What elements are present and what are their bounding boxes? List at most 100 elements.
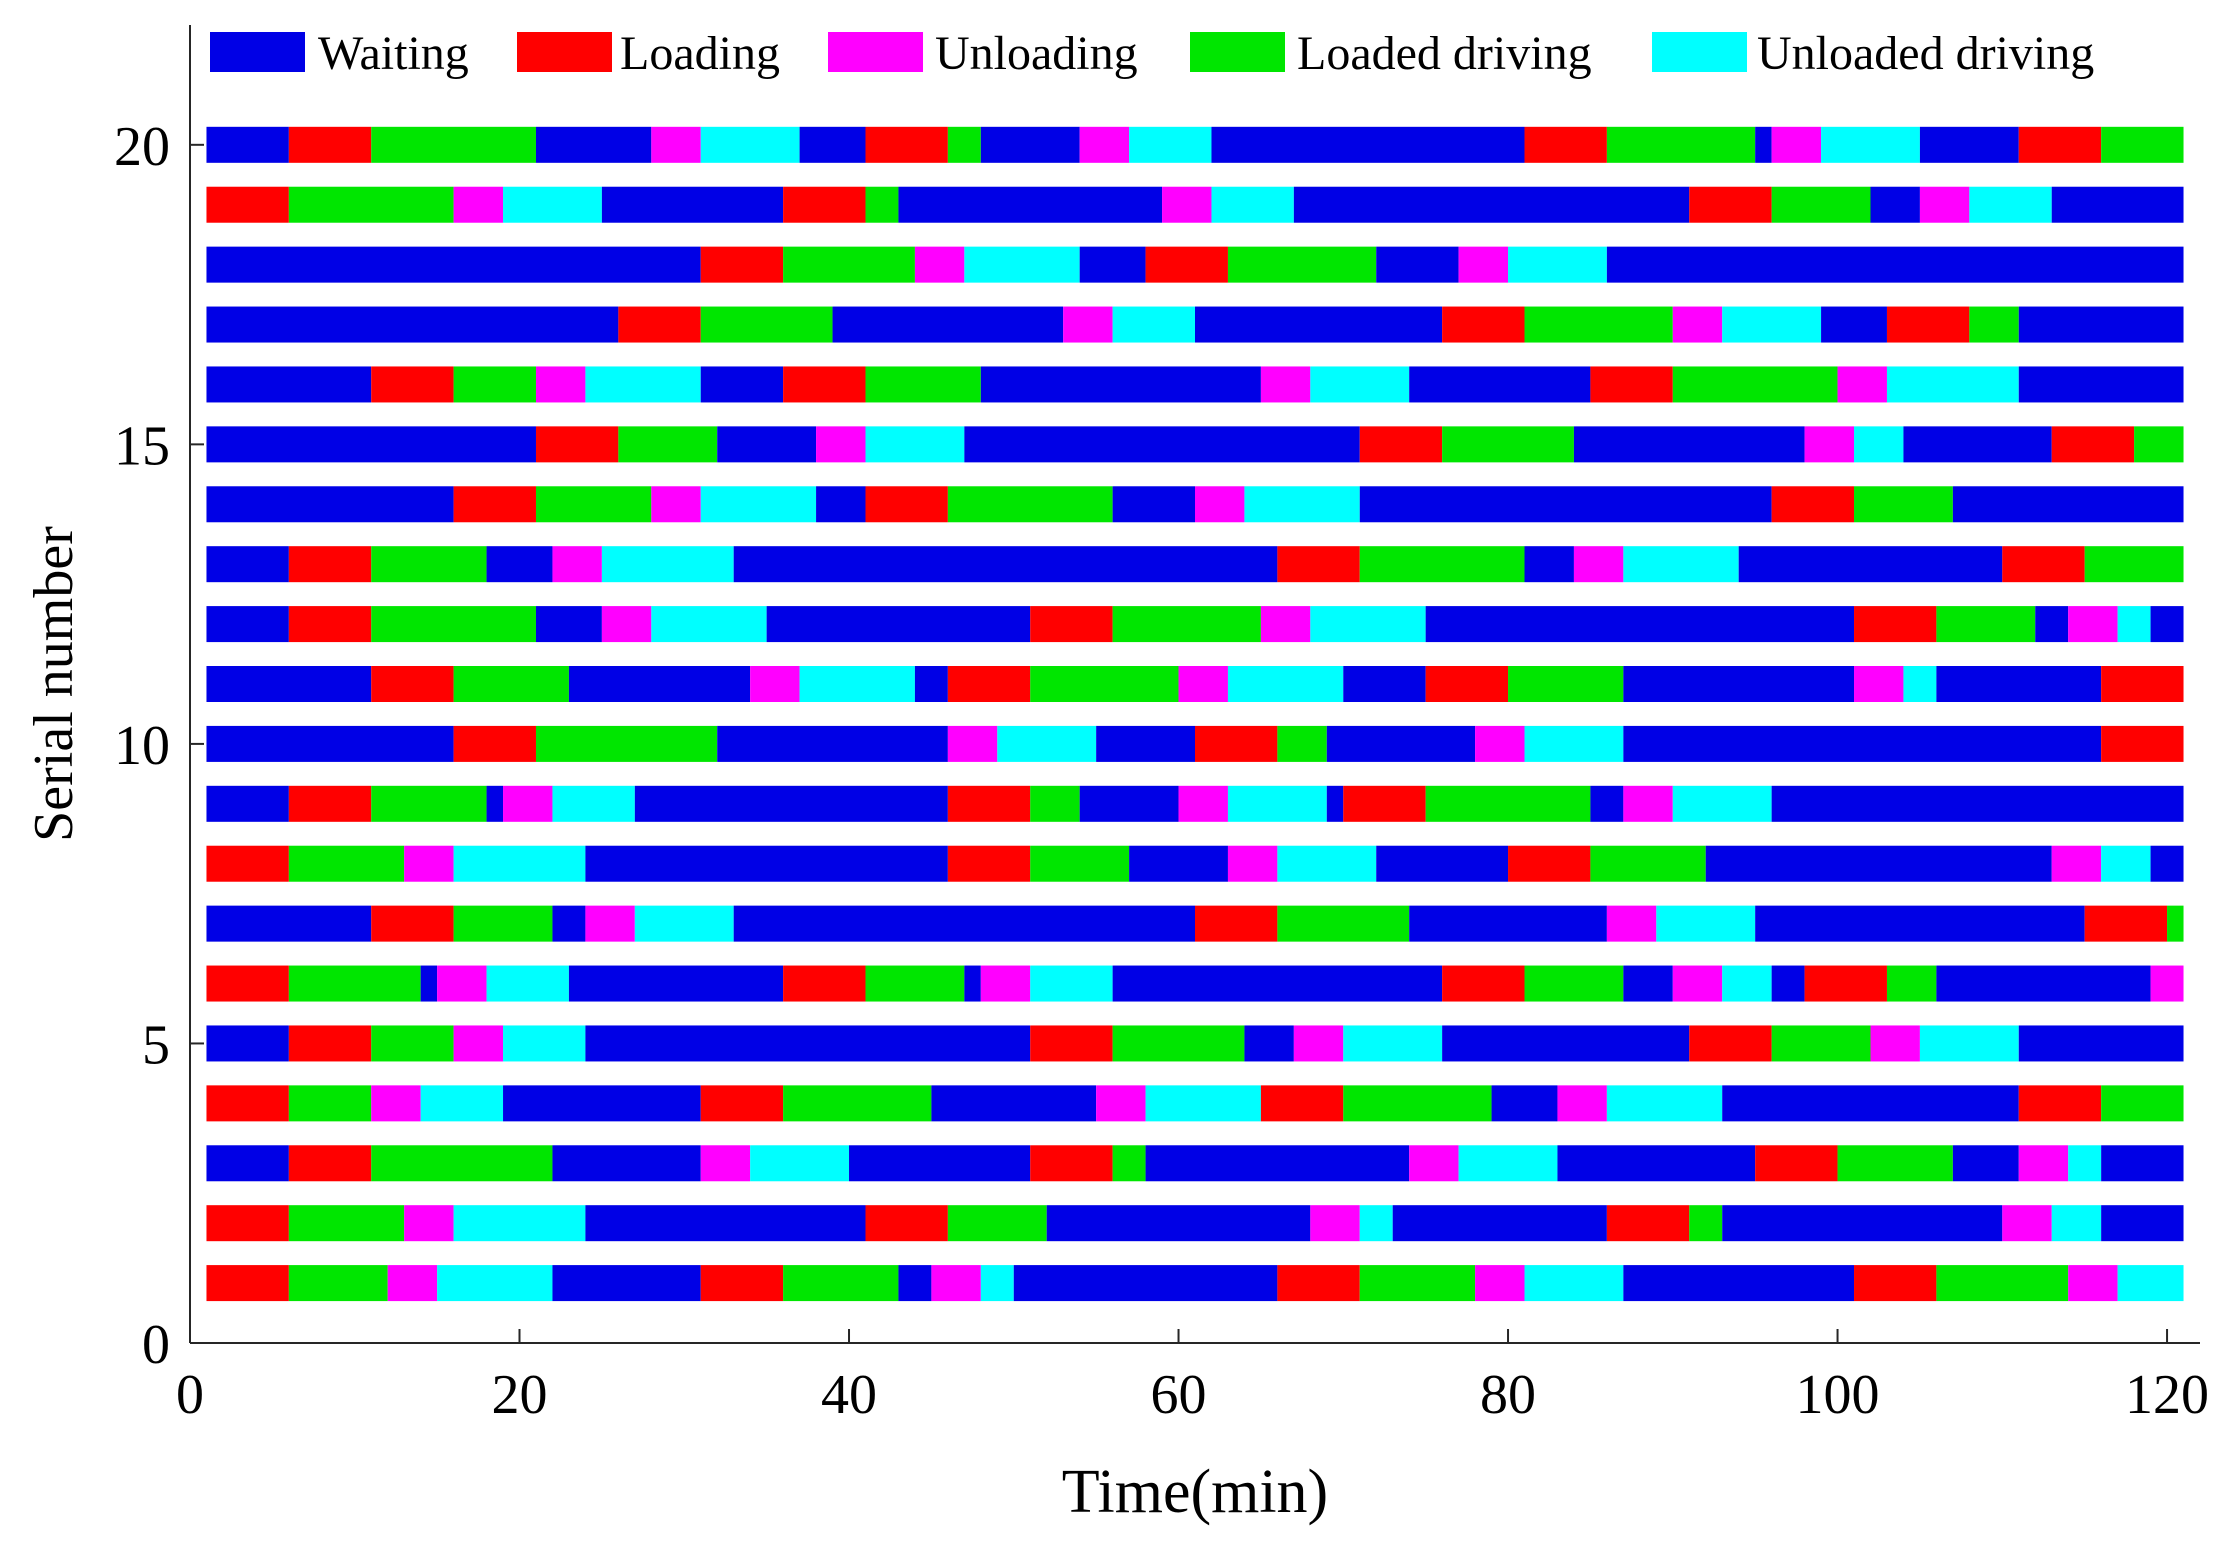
- y-tick-label: 0: [142, 1314, 170, 1376]
- legend-label: Loaded driving: [1297, 27, 1592, 80]
- segment-bar: [1557, 1085, 1607, 1122]
- segment-bar: [651, 606, 767, 643]
- segment-bar: [1244, 1025, 1294, 1062]
- segment-bar: [206, 845, 289, 882]
- segment-bar: [1524, 725, 1624, 762]
- segment-bar: [453, 1205, 586, 1242]
- segment-bar: [700, 1265, 784, 1302]
- segment-bar: [865, 1205, 948, 1242]
- segment-bar: [1277, 845, 1377, 882]
- row-5: [206, 1025, 2184, 1062]
- segment-bar: [947, 725, 998, 762]
- segment-bar: [1771, 785, 2184, 822]
- segment-bar: [700, 1145, 751, 1182]
- segment-bar: [1442, 426, 1574, 463]
- segment-bar: [535, 486, 652, 523]
- segment-bar: [700, 1085, 784, 1122]
- row-20: [206, 126, 2184, 163]
- segment-bar: [1359, 486, 1772, 523]
- segment-bar: [1804, 426, 1855, 463]
- legend-item-unloaded-driving: Unloaded driving: [1652, 27, 2094, 80]
- segment-bar: [1030, 965, 1113, 1002]
- segment-bar: [1508, 845, 1591, 882]
- row-15: [206, 426, 2184, 463]
- segment-bar: [2134, 426, 2184, 463]
- segment-bar: [1326, 725, 1476, 762]
- segment-bar: [1573, 546, 1624, 583]
- segment-bar: [1870, 186, 1920, 223]
- segment-bar: [1919, 1025, 2019, 1062]
- segment-bar: [1623, 725, 2102, 762]
- segment-bar: [288, 1025, 372, 1062]
- segment-bar: [1392, 1205, 1607, 1242]
- legend-swatch: [210, 32, 305, 72]
- segment-bar: [1854, 486, 1953, 523]
- segment-bar: [453, 725, 536, 762]
- segment-bar: [288, 1085, 372, 1122]
- segment-bar: [1623, 785, 1673, 822]
- segment-bar: [503, 1025, 586, 1062]
- segment-bar: [2018, 1025, 2184, 1062]
- y-tick-label: 10: [114, 715, 170, 777]
- segment-bar: [2101, 1205, 2184, 1242]
- segment-bar: [1227, 246, 1377, 283]
- row-6: [206, 965, 2184, 1002]
- segment-bar: [1425, 785, 1591, 822]
- segment-bar: [585, 905, 635, 942]
- segment-bar: [1030, 606, 1113, 643]
- segment-bar: [2084, 546, 2184, 583]
- segment-bar: [288, 965, 421, 1002]
- segment-bar: [947, 126, 981, 163]
- segment-bar: [453, 1025, 504, 1062]
- row-9: [206, 785, 2184, 822]
- segment-bar: [206, 126, 289, 163]
- segment-bar: [1623, 546, 1739, 583]
- row-8: [206, 845, 2184, 882]
- segment-bar: [371, 905, 454, 942]
- segment-bar: [1886, 965, 1937, 1002]
- segment-bar: [437, 1265, 553, 1302]
- segment-bar: [1359, 546, 1525, 583]
- segment-bar: [1112, 606, 1261, 643]
- segment-bar: [783, 1265, 899, 1302]
- segment-bar: [1524, 965, 1624, 1002]
- legend-label: Unloaded driving: [1757, 27, 2094, 80]
- x-tick-label: 80: [1480, 1364, 1536, 1426]
- segment-bar: [1409, 1145, 1459, 1182]
- segment-bar: [783, 965, 866, 1002]
- segment-bar: [2101, 1085, 2184, 1122]
- x-tick-label: 60: [1151, 1364, 1207, 1426]
- segment-bar: [1326, 785, 1344, 822]
- segment-bar: [1689, 1205, 1723, 1242]
- segment-bar: [1211, 126, 1525, 163]
- segment-bar: [1343, 1025, 1443, 1062]
- segment-bar: [288, 186, 454, 223]
- segment-bar: [585, 366, 701, 403]
- segment-bar: [1112, 965, 1443, 1002]
- segment-bar: [1079, 246, 1146, 283]
- segment-bar: [1343, 1085, 1492, 1122]
- legend-item-loading: Loading: [517, 27, 780, 80]
- segment-bar: [816, 426, 866, 463]
- segment-bar: [1722, 1085, 2019, 1122]
- segment-bar: [371, 606, 536, 643]
- segment-bar: [1491, 1085, 1558, 1122]
- segment-bar: [288, 606, 372, 643]
- segment-bar: [206, 426, 536, 463]
- segment-bar: [371, 785, 487, 822]
- segment-bar: [766, 606, 1031, 643]
- y-tick-label: 5: [142, 1014, 170, 1076]
- segment-bar: [535, 366, 586, 403]
- segment-bar: [1804, 965, 1887, 1002]
- segment-bar: [1952, 1145, 2019, 1182]
- segment-bar: [1129, 845, 1228, 882]
- segment-bar: [453, 486, 536, 523]
- segment-bar: [1030, 845, 1130, 882]
- segment-bar: [2018, 1085, 2102, 1122]
- segment-bar: [1524, 546, 1574, 583]
- segment-bar: [1722, 306, 1822, 343]
- segment-bar: [1211, 186, 1294, 223]
- segment-bar: [2018, 306, 2184, 343]
- segment-bar: [2117, 1265, 2184, 1302]
- row-10: [206, 725, 2184, 762]
